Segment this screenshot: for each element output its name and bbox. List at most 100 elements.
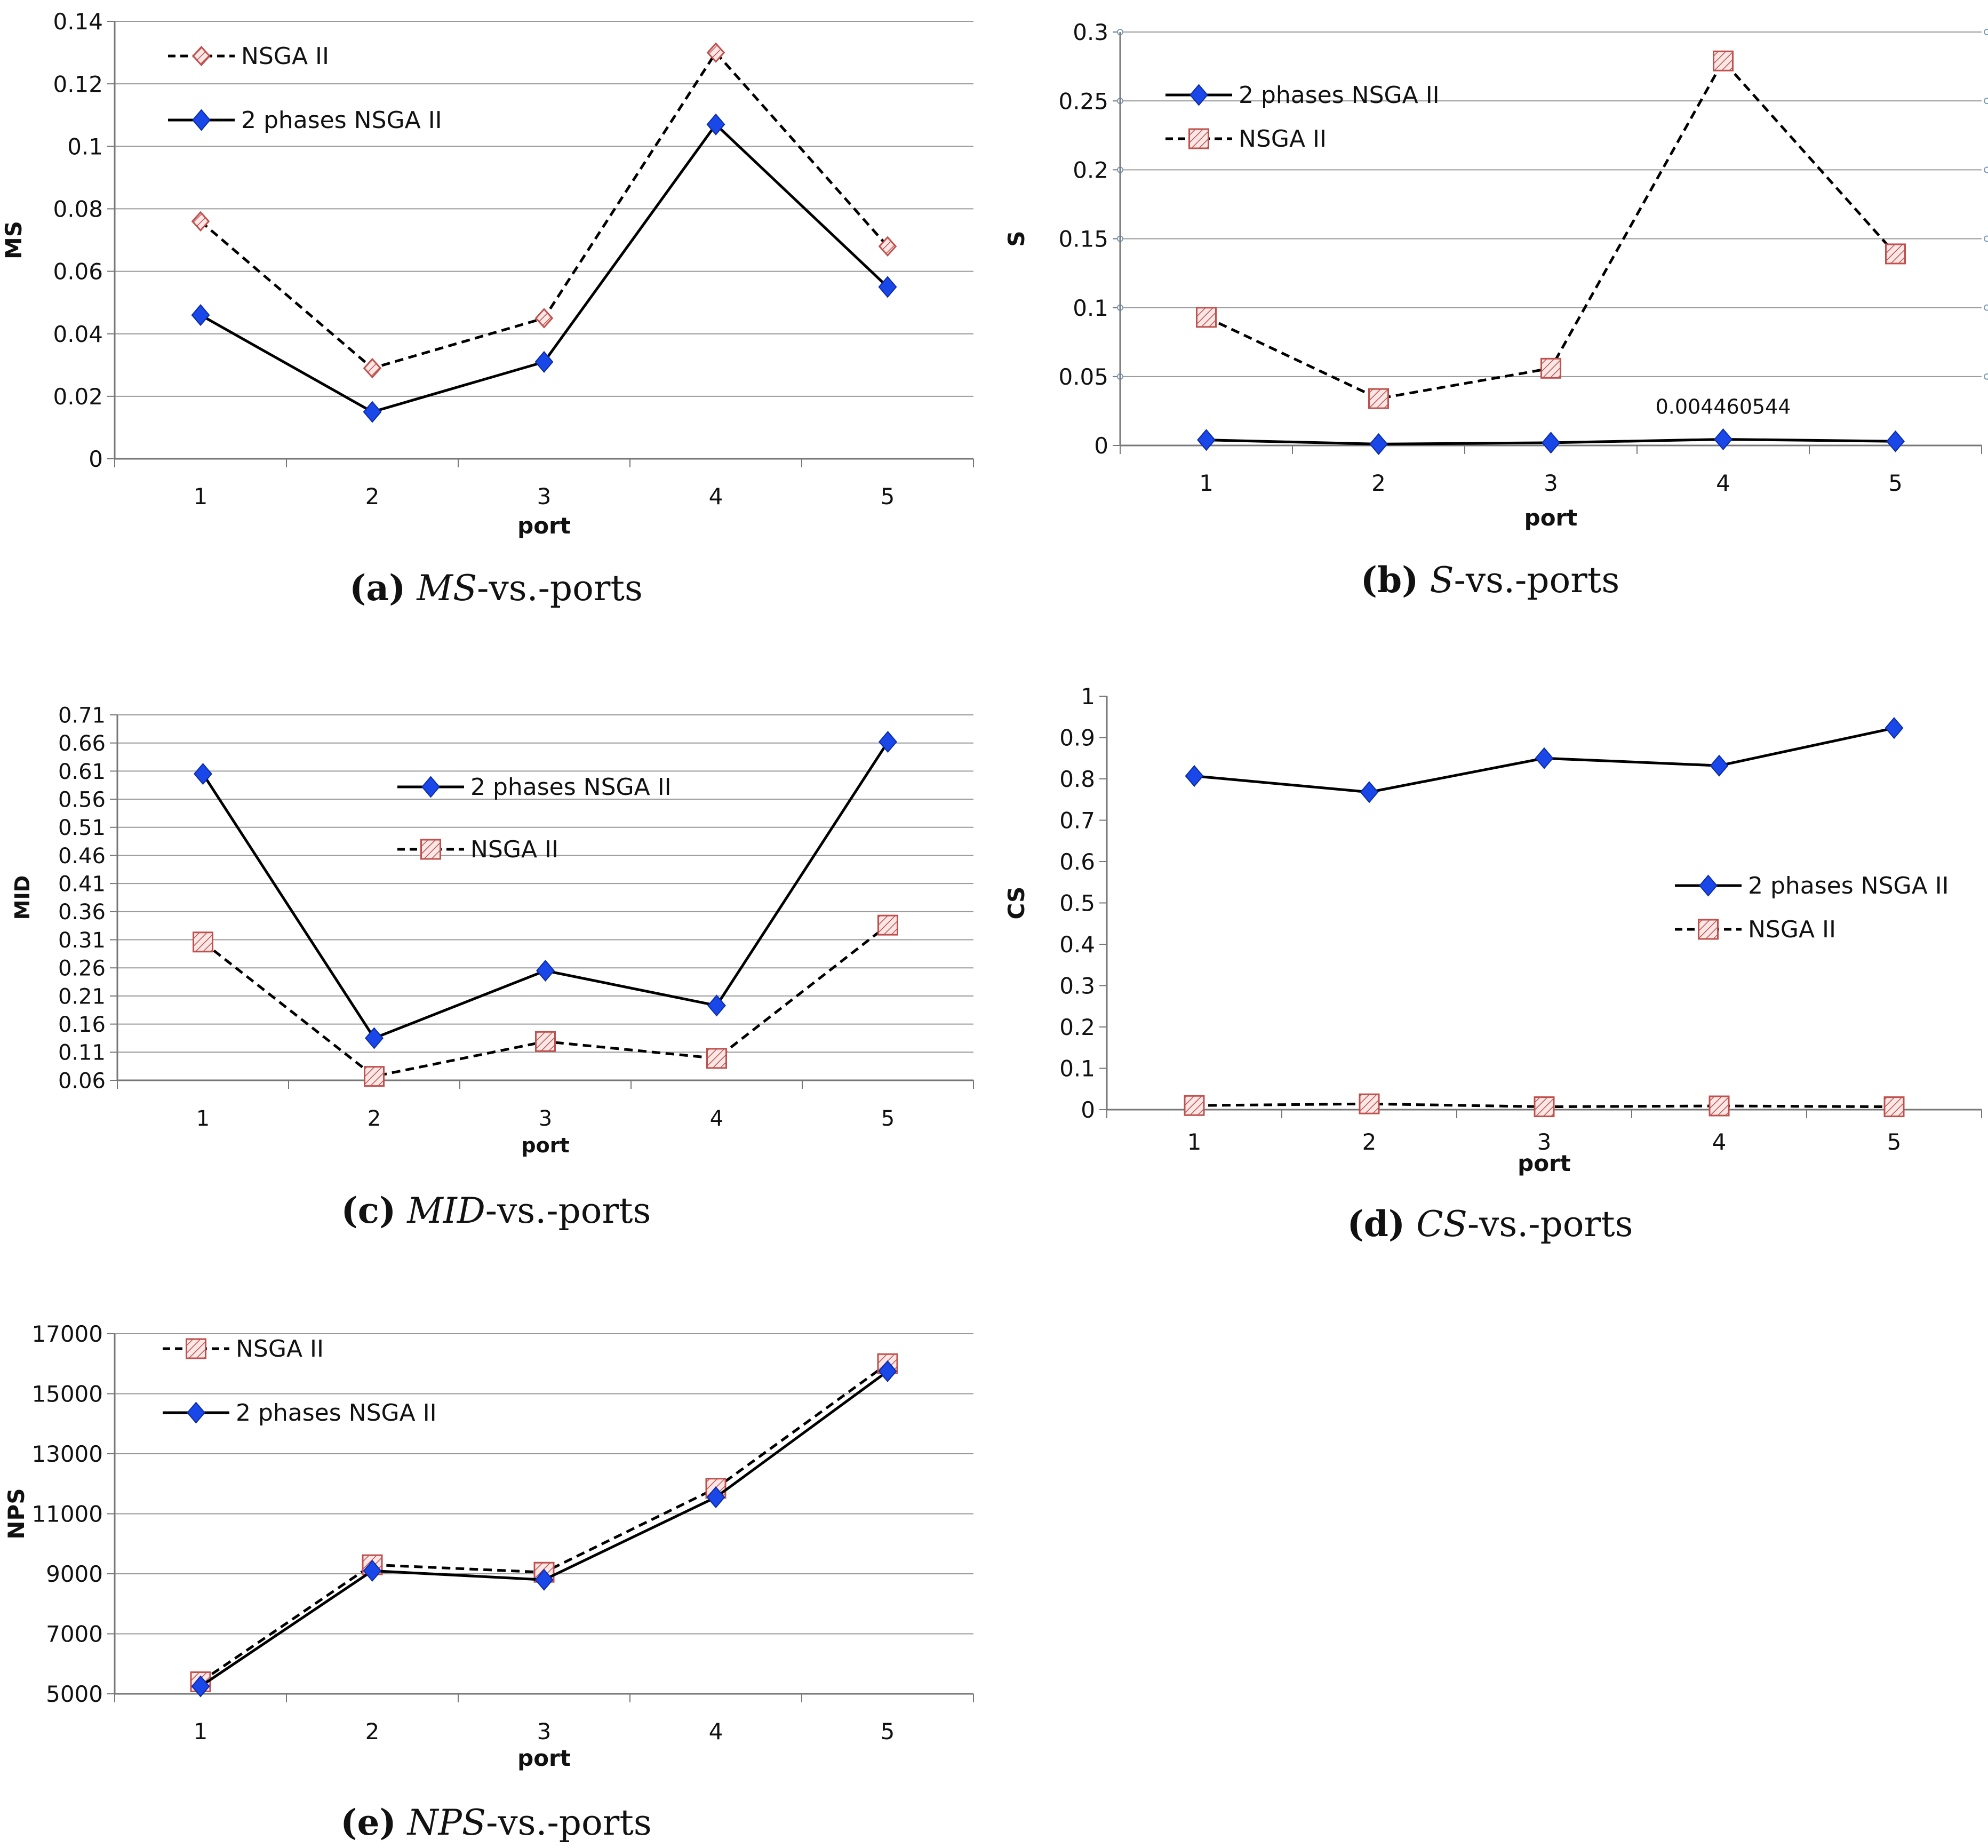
- legend-marker: [1189, 84, 1208, 106]
- y-tick-label: 0.06: [53, 259, 103, 285]
- series-nsga-ii: [191, 42, 897, 379]
- y-tick-label: 11000: [31, 1501, 103, 1527]
- data-point: [1883, 1096, 1905, 1118]
- y-tick-label: 0.12: [53, 71, 103, 97]
- y-tick-label: 0.7: [1059, 808, 1095, 834]
- y-axis-label: MS: [1, 221, 27, 259]
- x-tick-label: 3: [539, 1106, 552, 1131]
- y-tick-label: 0.1: [1073, 295, 1108, 321]
- data-point: [1886, 430, 1905, 452]
- y-tick-label: 0: [89, 446, 103, 472]
- grid-end-dot: [1984, 29, 1988, 35]
- data-point: [1885, 243, 1906, 265]
- y-tick-label: 0.1: [67, 133, 103, 160]
- data-point: [1714, 428, 1732, 451]
- data-point: [1885, 717, 1904, 739]
- legend-label: NSGA II: [236, 1335, 324, 1363]
- y-tick-label: 0.15: [1058, 226, 1108, 252]
- series-nsga-ii: [193, 914, 898, 1087]
- y-axis-label: S: [1003, 230, 1029, 246]
- series-2-phases-nsga-ii: [194, 731, 897, 1049]
- data-point: [535, 1031, 556, 1052]
- legend-label: NSGA II: [1239, 125, 1327, 153]
- data-point: [706, 42, 725, 63]
- mid-chart: 0.06 0.11 0.16 0.21 0.26 0.31 0.36 0.41 0.46 0.51…: [11, 703, 974, 1157]
- y-tick-label: 5000: [46, 1681, 103, 1707]
- y-tick-label: 0: [1081, 1097, 1095, 1123]
- x-tick-label: 4: [709, 1718, 723, 1745]
- x-tick-label: 4: [1712, 1129, 1727, 1155]
- data-point: [364, 1066, 385, 1087]
- data-point: [194, 763, 212, 785]
- legend-marker: [187, 1401, 205, 1424]
- legend-label: 2 phases NSGA II: [1748, 872, 1949, 899]
- series-line: [1205, 58, 1897, 400]
- s-chart-caption: (b) S-vs.-ports: [1360, 559, 1620, 601]
- data-point: [534, 308, 554, 329]
- x-tick-label: 4: [709, 483, 723, 509]
- data-point: [536, 959, 555, 982]
- x-axis-label: port: [521, 1134, 569, 1157]
- y-tick-label: 13000: [31, 1441, 103, 1467]
- data-point: [363, 401, 382, 423]
- y-tick-label: 0.16: [58, 1013, 106, 1037]
- y-tick-label: 7000: [46, 1621, 103, 1647]
- y-tick-label: 0.3: [1059, 973, 1095, 999]
- y-tick-label: 9000: [46, 1561, 103, 1587]
- y-axis-label: MID: [11, 875, 34, 920]
- y-tick-label: 1: [1081, 683, 1095, 710]
- x-tick-label: 1: [1187, 1129, 1202, 1155]
- legend-marker: [421, 776, 440, 798]
- grid-end-dot: [1984, 166, 1988, 173]
- x-tick-label: 4: [1716, 470, 1730, 496]
- data-point: [878, 1360, 897, 1382]
- data-point: [1708, 1095, 1730, 1117]
- y-tick-label: 0.25: [1058, 88, 1108, 114]
- ms-chart-caption: (a) MS-vs.-ports: [349, 567, 643, 609]
- data-point: [191, 211, 210, 232]
- legend-label: 2 phases NSGA II: [236, 1399, 437, 1427]
- y-tick-label: 0.66: [58, 731, 106, 756]
- x-tick-label: 1: [194, 1718, 208, 1745]
- data-point: [1184, 1095, 1205, 1116]
- y-tick-label: 0.08: [53, 196, 103, 222]
- data-point: [706, 113, 725, 136]
- legend-label: NSGA II: [470, 836, 558, 863]
- x-axis-label: port: [1518, 1150, 1571, 1176]
- x-axis-label: port: [517, 513, 571, 539]
- y-tick-label: 0.21: [58, 984, 106, 1009]
- x-axis-label: port: [517, 1745, 571, 1771]
- y-tick-label: 0.6: [1059, 849, 1095, 875]
- legend-label: NSGA II: [1748, 916, 1836, 943]
- data-point: [879, 731, 897, 753]
- gridlines: [110, 714, 973, 1081]
- gridlines: [107, 1333, 973, 1695]
- cs-chart: 0 0.1 0.2 0.3 0.4 0.5 0.6 0.7 0.8 0.9 1 1 2 3 4 5 port CS…: [1003, 683, 1982, 1176]
- data-point: [191, 1675, 210, 1698]
- data-point: [1710, 754, 1729, 777]
- y-tick-label: 0.31: [58, 928, 106, 953]
- data-point: [1540, 357, 1561, 379]
- series-nsga-ii: [1196, 50, 1906, 409]
- x-tick-label: 5: [881, 483, 895, 509]
- y-tick-label: 0.02: [53, 384, 103, 410]
- y-tick-label: 0: [1094, 433, 1108, 459]
- data-point: [1369, 433, 1388, 455]
- y-tick-label: 0.26: [58, 957, 106, 981]
- data-point: [191, 304, 210, 326]
- grid-end-dot: [1984, 235, 1988, 242]
- legend-label: 2 phases NSGA II: [1239, 82, 1440, 109]
- y-tick-label: 0.4: [1059, 931, 1095, 958]
- data-point: [1196, 307, 1217, 328]
- data-point: [534, 1568, 554, 1591]
- y-tick-label: 0.8: [1059, 766, 1095, 792]
- grid-end-dot: [1984, 373, 1988, 380]
- legend-marker: [192, 109, 211, 131]
- data-point: [706, 1486, 725, 1509]
- x-tick-label: 1: [1199, 470, 1213, 496]
- legend-marker: [1188, 128, 1209, 149]
- chart-panel-cs: 0 0.1 0.2 0.3 0.4 0.5 0.6 0.7 0.8 0.9 1 1 2 3 4 5 port CS…: [992, 656, 1988, 1270]
- data-point: [877, 914, 898, 936]
- x-tick-label: 5: [881, 1718, 895, 1745]
- x-tick-label: 5: [881, 1106, 895, 1131]
